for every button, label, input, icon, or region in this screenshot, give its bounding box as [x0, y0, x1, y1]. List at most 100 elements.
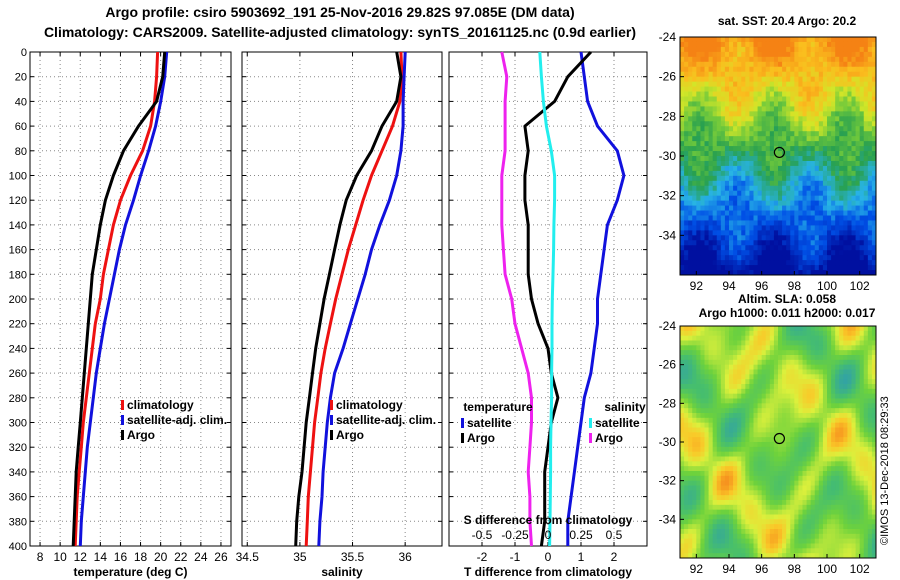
heatmap-cell [761, 131, 767, 137]
heatmap-cell [790, 408, 795, 414]
heatmap-cell [708, 185, 714, 192]
heatmap-cell [810, 141, 816, 147]
heatmap-cell [684, 255, 689, 261]
heatmap-cell [761, 456, 767, 462]
heatmap-cell [765, 250, 771, 256]
heatmap-cell [851, 205, 856, 211]
heatmap-cell [724, 403, 730, 409]
heatmap-cell [814, 461, 820, 467]
heatmap-cell [822, 446, 828, 453]
heatmap-cell [810, 461, 816, 467]
heatmap-cell [692, 76, 697, 83]
heatmap-cell [863, 456, 869, 462]
heatmap-cell [831, 56, 836, 63]
heatmap-cell [818, 66, 824, 73]
heatmap-cell [794, 340, 799, 346]
map-y-tick-label: -24 [659, 319, 677, 333]
heatmap-cell [720, 330, 726, 337]
heatmap-cell [814, 190, 820, 197]
salinity-x-axis-label: salinity [321, 565, 363, 579]
heatmap-cell [806, 437, 812, 443]
heatmap-cell [814, 475, 820, 482]
heatmap-cell [773, 220, 779, 226]
heatmap-cell [806, 500, 812, 506]
heatmap-cell [790, 76, 795, 83]
heatmap-cell [708, 131, 714, 137]
heatmap-cell [871, 417, 877, 424]
heatmap-cell [859, 255, 865, 261]
heatmap-cell [814, 359, 820, 366]
heatmap-cell [753, 240, 758, 246]
heatmap-cell [786, 485, 791, 491]
heatmap-cell [708, 180, 714, 187]
heatmap-cell [867, 490, 873, 496]
heatmap-cell [733, 240, 738, 246]
heatmap-cell [708, 543, 714, 549]
heatmap-cell [802, 225, 807, 231]
heatmap-cell [741, 260, 746, 266]
heatmap-cell [765, 136, 771, 142]
heatmap-cell [778, 538, 783, 544]
heatmap-cell [724, 66, 730, 73]
heatmap-cell [692, 538, 697, 544]
heatmap-cell [696, 403, 701, 409]
heatmap-cell [684, 260, 689, 266]
heatmap-cell [680, 456, 685, 462]
heatmap-cell [692, 220, 697, 226]
heatmap-cell [867, 524, 873, 530]
heatmap-cell [802, 205, 807, 211]
heatmap-cell [778, 533, 783, 540]
heatmap-cell [786, 46, 791, 53]
heatmap-cell [765, 471, 771, 477]
heatmap-cell [680, 37, 685, 43]
heatmap-cell [741, 175, 746, 182]
heatmap-cell [790, 384, 795, 390]
heatmap-cell [778, 553, 783, 559]
heatmap-cell [773, 156, 779, 162]
heatmap-cell [778, 504, 783, 511]
heatmap-cell [688, 379, 693, 385]
heatmap-cell [712, 538, 718, 544]
heatmap-cell [790, 500, 795, 506]
heatmap-cell [863, 384, 869, 390]
heatmap-cell [806, 151, 812, 157]
heatmap-cell [859, 141, 865, 147]
heatmap-cell [843, 61, 848, 68]
heatmap-cell [818, 255, 824, 261]
heatmap-cell [724, 432, 730, 438]
heatmap-cell [769, 480, 775, 486]
heatmap-cell [794, 245, 799, 251]
heatmap-cell [871, 146, 877, 152]
y-tick-label: 320 [9, 442, 27, 454]
heatmap-cell [798, 437, 803, 443]
heatmap-cell [847, 403, 852, 409]
heatmap-cell [724, 215, 730, 221]
heatmap-cell [741, 225, 746, 231]
heatmap-cell [720, 442, 726, 448]
heatmap-cell [741, 165, 746, 172]
heatmap-cell [818, 195, 824, 202]
heatmap-cell [835, 255, 840, 261]
heatmap-cell [806, 427, 812, 433]
heatmap-cell [741, 403, 746, 409]
heatmap-cell [871, 260, 877, 266]
heatmap-cell [855, 235, 861, 241]
heatmap-cell [818, 417, 824, 424]
heatmap-cell [794, 519, 799, 525]
heatmap-cell [741, 340, 746, 346]
heatmap-cell [773, 37, 779, 43]
heatmap-cell [863, 91, 869, 97]
heatmap-cell [704, 195, 709, 202]
heatmap-cell [700, 393, 705, 399]
heatmap-cell [839, 495, 844, 501]
heatmap-cell [847, 533, 852, 540]
heatmap-cell [745, 41, 750, 48]
heatmap-cell [851, 374, 856, 380]
heatmap-cell [729, 335, 734, 341]
heatmap-cell [786, 330, 791, 337]
heatmap-cell [827, 160, 832, 167]
heatmap-cell [851, 200, 856, 206]
heatmap-cell [765, 417, 771, 424]
heatmap-cell [769, 215, 775, 221]
heatmap-cell [761, 160, 767, 167]
